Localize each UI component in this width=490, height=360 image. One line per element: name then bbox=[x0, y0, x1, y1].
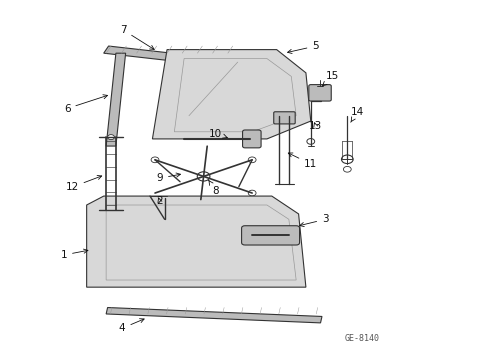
Text: 1: 1 bbox=[60, 249, 88, 260]
Text: 8: 8 bbox=[209, 180, 219, 196]
Circle shape bbox=[151, 157, 159, 163]
FancyBboxPatch shape bbox=[243, 130, 261, 148]
Text: 12: 12 bbox=[65, 175, 102, 192]
Text: 7: 7 bbox=[120, 25, 154, 49]
Circle shape bbox=[343, 166, 351, 172]
Text: 10: 10 bbox=[209, 129, 228, 139]
Polygon shape bbox=[87, 196, 306, 287]
Circle shape bbox=[248, 190, 256, 196]
Circle shape bbox=[197, 172, 210, 181]
Circle shape bbox=[307, 139, 315, 144]
Text: 2: 2 bbox=[156, 197, 163, 206]
Text: 6: 6 bbox=[64, 95, 107, 113]
Circle shape bbox=[342, 155, 353, 163]
Text: 13: 13 bbox=[309, 121, 322, 131]
Text: 14: 14 bbox=[350, 107, 364, 122]
Text: 3: 3 bbox=[300, 214, 329, 226]
Polygon shape bbox=[152, 50, 311, 139]
Polygon shape bbox=[104, 46, 235, 67]
Text: 15: 15 bbox=[322, 71, 339, 86]
Text: 5: 5 bbox=[288, 41, 319, 54]
FancyBboxPatch shape bbox=[309, 85, 331, 101]
Text: GE-8140: GE-8140 bbox=[344, 334, 379, 343]
Circle shape bbox=[108, 208, 115, 213]
FancyBboxPatch shape bbox=[242, 226, 299, 245]
FancyBboxPatch shape bbox=[274, 112, 295, 124]
Polygon shape bbox=[106, 53, 125, 146]
Polygon shape bbox=[106, 307, 322, 323]
Text: 9: 9 bbox=[156, 173, 180, 183]
Circle shape bbox=[248, 157, 256, 163]
Circle shape bbox=[108, 135, 115, 140]
Text: 11: 11 bbox=[288, 153, 318, 169]
Text: 4: 4 bbox=[119, 319, 144, 333]
